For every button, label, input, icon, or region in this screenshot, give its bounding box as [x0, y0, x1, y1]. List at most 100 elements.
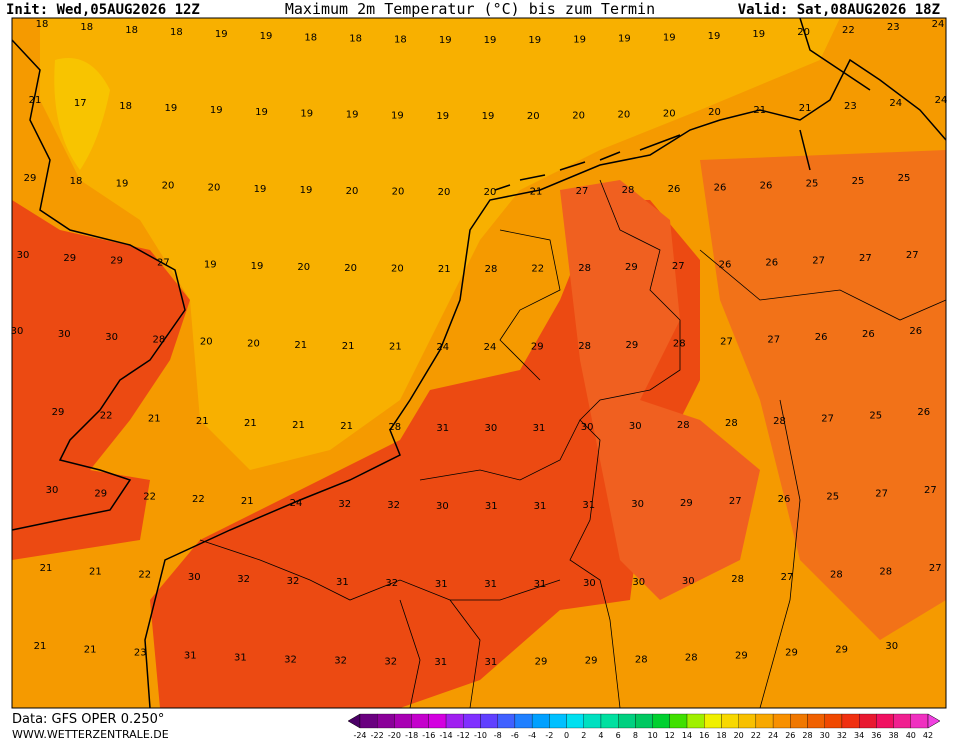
temperature-label: 29 — [735, 650, 748, 661]
temperature-label: 19 — [391, 110, 404, 121]
colorbar-segment — [463, 713, 481, 729]
colorbar-segment — [583, 713, 602, 729]
temperature-label: 21 — [292, 420, 305, 431]
temperature-label: 28 — [622, 185, 635, 196]
map-frame — [11, 17, 947, 709]
temperature-label: 21 — [530, 187, 543, 198]
temperature-label: 19 — [484, 35, 497, 46]
temperature-label: 19 — [215, 29, 228, 40]
temperature-label: 30 — [11, 326, 24, 337]
sea-field — [40, 18, 840, 470]
colorbar-tick-label: -20 — [388, 731, 401, 740]
temperature-label: 32 — [287, 576, 300, 587]
temperature-label: 27 — [929, 563, 942, 574]
temperature-label: 20 — [618, 110, 631, 121]
colorbar-tick-label: 16 — [699, 731, 709, 740]
temperature-label: 21 — [241, 496, 254, 507]
border — [199, 539, 561, 601]
map-title: Maximum 2m Temperatur (°C) bis zum Termi… — [285, 0, 655, 18]
temperature-label: 29 — [585, 656, 598, 667]
hot-field — [150, 200, 700, 708]
borders — [199, 179, 947, 709]
temperature-label: 25 — [869, 410, 882, 421]
temperature-label: 27 — [672, 261, 685, 272]
cool-field — [54, 58, 110, 170]
colorbar-segment — [394, 713, 412, 729]
temperature-label: 29 — [52, 407, 65, 418]
temperature-label: 19 — [752, 29, 765, 40]
temperature-label: 19 — [254, 184, 267, 195]
temperature-label: 29 — [94, 488, 107, 499]
temperature-label: 21 — [84, 645, 97, 656]
coastlines — [11, 17, 947, 709]
warm-field — [12, 200, 190, 560]
temperature-label: 29 — [531, 342, 544, 353]
temperature-label: 30 — [632, 577, 645, 588]
colorbar-segment — [910, 713, 929, 729]
temperature-label: 26 — [765, 257, 778, 268]
temperature-label: 26 — [714, 182, 727, 193]
temperature-label: 20 — [527, 111, 540, 122]
temperature-label: 28 — [677, 420, 690, 431]
temperature-label: 20 — [572, 110, 585, 121]
temperature-label: 28 — [725, 418, 738, 429]
temperature-label: 28 — [578, 263, 591, 274]
temperature-label: 21 — [799, 103, 812, 114]
temperature-label: 31 — [582, 500, 595, 511]
temperature-label: 28 — [685, 653, 698, 664]
temperature-label: 31 — [234, 653, 247, 664]
temperature-label: 21 — [389, 342, 402, 353]
temperature-label: 20 — [484, 187, 497, 198]
temperature-label: 28 — [830, 569, 843, 580]
border — [399, 399, 801, 709]
temperature-label: 24 — [290, 498, 303, 509]
colorbar-tick-label: 42 — [923, 731, 933, 740]
colorbar-segment — [514, 713, 533, 729]
colorbar-tick-label: 2 — [581, 731, 586, 740]
coastline — [799, 17, 871, 171]
temperature-label: 29 — [24, 173, 37, 184]
temperature-label: 28 — [578, 341, 591, 352]
colorbar-segment — [652, 713, 670, 729]
temperature-label: 26 — [668, 184, 681, 195]
temperature-label: 26 — [760, 180, 773, 191]
coastline — [144, 58, 947, 709]
temperature-label: 23 — [134, 648, 147, 659]
temperature-label: 29 — [626, 340, 639, 351]
temperature-label: 21 — [753, 105, 766, 116]
temperature-label: 18 — [125, 25, 138, 36]
temperature-label: 22 — [531, 264, 544, 275]
temperature-label: 32 — [387, 500, 400, 511]
temperature-label: 19 — [300, 108, 313, 119]
temperature-label: 20 — [208, 182, 221, 193]
colorbar-tick-label: 4 — [598, 731, 603, 740]
temperature-label: 19 — [663, 32, 676, 43]
temperature-label: 31 — [184, 650, 197, 661]
colorbar-tick-label: 20 — [734, 731, 744, 740]
colorbar-tick-label: 6 — [616, 731, 621, 740]
temperature-label: 21 — [40, 563, 53, 574]
temperature-label: 18 — [170, 27, 183, 38]
temperature-label: 21 — [342, 341, 355, 352]
map-field — [12, 18, 946, 708]
colorbar-segment — [618, 713, 636, 729]
colorbar-tick-label: -12 — [457, 731, 470, 740]
temperature-label: 31 — [534, 579, 547, 590]
temperature-label: 23 — [887, 22, 900, 33]
temperature-label: 29 — [680, 498, 693, 509]
temperature-label: 18 — [80, 22, 93, 33]
colorbar-segment — [445, 713, 464, 729]
temperature-label: 21 — [340, 421, 353, 432]
colorbar-tick-label: 12 — [665, 731, 675, 740]
temperature-label: 30 — [581, 422, 594, 433]
temperature-label: 19 — [346, 110, 359, 121]
warm-field — [560, 180, 760, 600]
colorbar-segment — [893, 713, 911, 729]
colorbar-tick-label: 32 — [837, 731, 847, 740]
temperature-label: 20 — [391, 264, 404, 275]
colorbar-tick-label: -2 — [545, 731, 553, 740]
temperature-label: 27 — [781, 572, 794, 583]
temperature-label: 19 — [300, 185, 313, 196]
colorbar-tick-label: 0 — [564, 731, 569, 740]
colorbar-segment — [549, 713, 567, 729]
